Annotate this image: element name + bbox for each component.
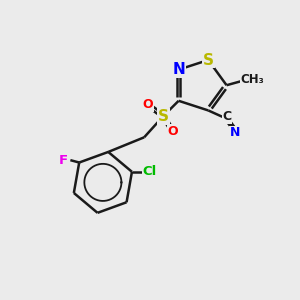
- Text: Cl: Cl: [142, 165, 157, 178]
- Text: CH₃: CH₃: [240, 74, 264, 86]
- Text: O: O: [143, 98, 153, 111]
- Text: S: S: [203, 52, 214, 68]
- Text: C: C: [223, 110, 232, 123]
- Text: S: S: [158, 109, 169, 124]
- Text: N: N: [172, 62, 185, 77]
- Text: F: F: [59, 154, 68, 167]
- Text: O: O: [167, 125, 178, 138]
- Text: N: N: [230, 126, 241, 139]
